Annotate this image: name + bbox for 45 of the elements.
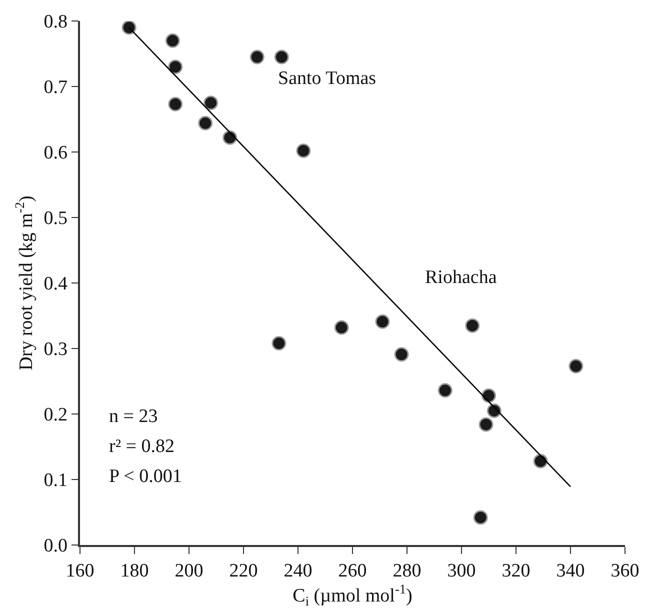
point: [375, 314, 390, 329]
point: [334, 320, 349, 335]
point: [274, 50, 289, 64]
y-tick-label: 0.2: [44, 404, 68, 426]
x-tick-label: 240: [284, 560, 312, 582]
point: [165, 33, 180, 48]
annotation: r² = 0.82: [109, 436, 174, 457]
point: [198, 116, 213, 130]
y-tick-label: 0.5: [44, 208, 68, 230]
y-tick-label: 0.7: [44, 77, 68, 98]
point: [296, 143, 311, 158]
annotation: Riohacha: [425, 267, 498, 288]
x-axis-title: C$_{i}$ (µmol mol$^{-1}$): [292, 582, 412, 609]
x-tick-label: 220: [229, 560, 258, 582]
x-tick-label: 160: [66, 560, 94, 582]
x-tick-label: 200: [174, 560, 204, 582]
x-tick-label: 180: [120, 560, 149, 582]
point: [204, 96, 218, 110]
x-tick-label: 360: [610, 560, 640, 582]
point: [473, 510, 488, 525]
x-tick-label: 320: [502, 560, 530, 582]
y-tick-label: 0.8: [44, 12, 68, 33]
x-tick-label: 340: [556, 560, 585, 582]
y-tick-label: 0.4: [44, 274, 68, 295]
annotation: n = 23: [109, 406, 158, 427]
point: [168, 96, 183, 112]
point: [465, 318, 480, 333]
point: [168, 60, 183, 74]
y-tick-label: 0.1: [44, 470, 68, 492]
point: [478, 417, 494, 432]
annotation: P < 0.001: [109, 466, 182, 487]
point: [438, 383, 452, 398]
y-tick-label: 0.0: [44, 536, 68, 557]
x-tick-label: 280: [392, 560, 422, 582]
point: [272, 336, 286, 351]
y-tick-label: 0.3: [44, 339, 68, 360]
point: [394, 347, 409, 362]
x-tick-label: 300: [447, 560, 476, 582]
point: [250, 50, 264, 64]
point: [568, 358, 584, 374]
y-tick-label: 0.6: [44, 142, 68, 164]
point: [122, 21, 136, 35]
annotation: Santo Tomas: [278, 68, 376, 89]
point: [482, 388, 496, 403]
x-tick-label: 260: [338, 560, 367, 582]
